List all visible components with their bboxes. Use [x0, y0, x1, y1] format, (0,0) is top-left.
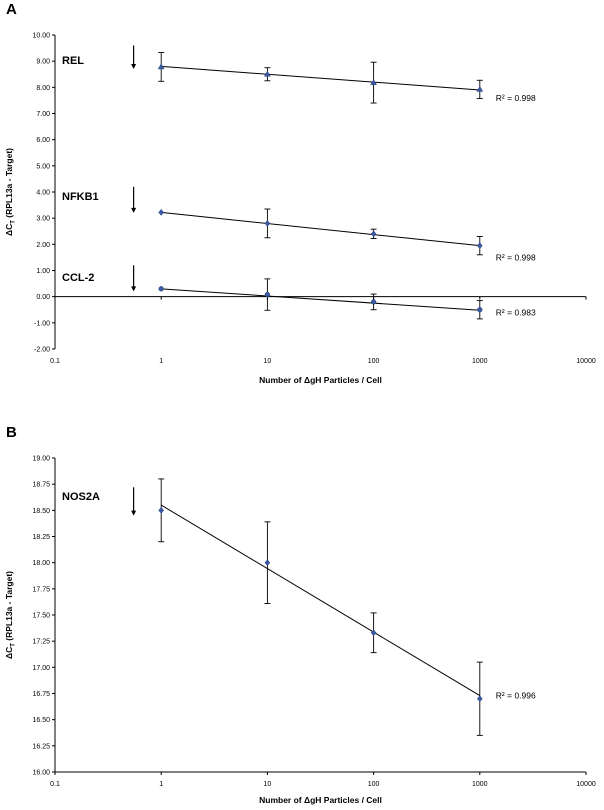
series-label: NFKB1 — [62, 191, 99, 203]
y-tick-label: 6.00 — [36, 137, 50, 144]
data-point — [370, 79, 378, 85]
y-tick-label: 0.00 — [36, 294, 50, 301]
data-point — [264, 291, 271, 298]
series-ccl-2: CCL-2 R² = 0.983 — [62, 265, 536, 320]
data-point — [158, 209, 165, 216]
x-axis-title: Number of ΔgH Particles / Cell — [259, 795, 382, 805]
y-tick-label: 17.50 — [32, 613, 50, 620]
y-axis-title-subscript: T — [11, 220, 17, 224]
y-tick-label: 17.00 — [32, 665, 50, 672]
y-tick-label: 16.00 — [32, 770, 50, 777]
y-tick-label: 1.00 — [36, 268, 50, 275]
r-squared-label: R² = 0.998 — [496, 93, 536, 103]
data-point — [370, 629, 377, 637]
arrowhead-icon — [131, 510, 137, 516]
data-point — [476, 242, 483, 250]
x-tick-label: 10 — [264, 781, 272, 788]
y-tick-label: 18.50 — [32, 508, 50, 515]
x-tick-label: 100 — [368, 781, 380, 788]
arrowhead-icon — [131, 64, 137, 70]
y-tick-label: -2.00 — [34, 347, 50, 354]
y-tick-label: 18.75 — [32, 482, 50, 489]
y-tick-label: 8.00 — [36, 85, 50, 92]
data-point — [476, 695, 483, 703]
r-squared-label: R² = 0.983 — [496, 307, 536, 317]
data-point — [477, 307, 483, 313]
x-tick-label: 1 — [159, 358, 163, 365]
x-tick-label: 10 — [264, 358, 272, 365]
panel-a: A -2.00 -1.00 0.00 1.00 2.00 3.00 4.00 5.00 6.00 7… — [4, 1, 596, 385]
y-tick-label: 16.50 — [32, 717, 50, 724]
x-tick-label: 100 — [368, 358, 380, 365]
series-label: NOS2A — [62, 491, 100, 503]
x-tick-label: 1000 — [472, 358, 488, 365]
series-label: CCL-2 — [62, 272, 94, 284]
data-point — [370, 230, 377, 238]
panel-b: B 16.00 16.25 16.50 16.75 17.00 17.25 17.50 17.7… — [4, 424, 596, 805]
y-axis-title-rest: (RPL13a - Target) — [4, 571, 14, 643]
trend-line — [160, 504, 481, 697]
y-tick-label: 19.00 — [32, 456, 50, 463]
y-tick-label: 5.00 — [36, 163, 50, 170]
x-tick-label: 10000 — [576, 781, 596, 788]
x-tick-label: 0.1 — [50, 781, 60, 788]
x-tick-label: 10000 — [576, 358, 596, 365]
x-tick-label: 1000 — [472, 781, 488, 788]
data-point — [263, 70, 271, 77]
y-axis-title-subscript: T — [11, 643, 17, 647]
x-tick-label: 0.1 — [50, 358, 60, 365]
y-axis-title-rest: (RPL13a - Target) — [4, 148, 14, 220]
x-tick-label: 1 — [159, 781, 163, 788]
y-tick-label: 2.00 — [36, 242, 50, 249]
series-nfkb1: NFKB1 R² = 0.998 — [62, 186, 536, 262]
r-squared-label: R² = 0.996 — [496, 691, 536, 701]
series-label: REL — [62, 55, 84, 67]
y-axis-title-delta: ΔC — [4, 647, 14, 659]
y-tick-label: 7.00 — [36, 111, 50, 118]
y-tick-label: 18.00 — [32, 560, 50, 567]
y-axis-title-delta: ΔC — [4, 224, 14, 236]
y-tick-label: 3.00 — [36, 216, 50, 223]
y-axis-title: ΔCT (RPL13a - Target) — [4, 148, 17, 236]
data-point — [158, 506, 165, 514]
y-tick-label: 16.75 — [32, 691, 50, 698]
y-tick-label: 17.25 — [32, 639, 50, 646]
panel-label: B — [6, 424, 17, 441]
panel-label: A — [6, 1, 17, 18]
y-tick-label: 10.00 — [32, 33, 50, 40]
series-nos2a: NOS2A R² = 0.996 — [62, 478, 536, 736]
arrowhead-icon — [131, 207, 137, 213]
trend-line — [161, 65, 480, 91]
trend-line — [161, 211, 480, 247]
y-tick-label: -1.00 — [34, 320, 50, 327]
y-tick-label: 4.00 — [36, 190, 50, 197]
data-point — [158, 286, 164, 292]
x-axis-title: Number of ΔgH Particles / Cell — [259, 375, 382, 385]
series-rel: REL R² = 0.998 — [62, 45, 536, 104]
y-tick-label: 18.25 — [32, 534, 50, 541]
data-point — [264, 220, 271, 227]
data-point — [370, 299, 377, 305]
data-point — [157, 63, 165, 70]
r-squared-label: R² = 0.998 — [496, 252, 536, 262]
data-point — [476, 85, 484, 92]
y-tick-label: 17.75 — [32, 586, 50, 593]
y-tick-label: 9.00 — [36, 59, 50, 66]
y-tick-label: 16.25 — [32, 743, 50, 750]
arrowhead-icon — [131, 286, 137, 292]
y-axis-title: ΔCT (RPL13a - Target) — [4, 571, 17, 659]
data-point — [264, 559, 271, 567]
trend-line — [161, 288, 480, 311]
